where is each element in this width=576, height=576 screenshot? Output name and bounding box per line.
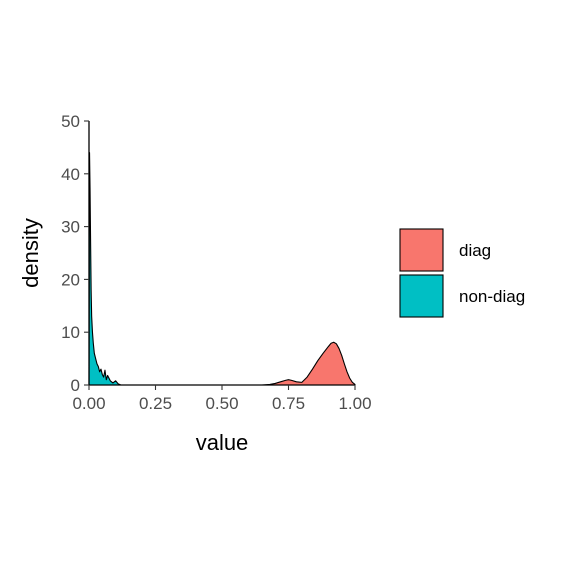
legend-label-diag: diag <box>459 241 491 260</box>
density-area-diag <box>261 341 356 386</box>
legend-key-non-diag <box>399 274 444 318</box>
y-tick-label: 40 <box>61 165 80 184</box>
y-tick-label: 30 <box>61 218 80 237</box>
legend-label-non-diag: non-diag <box>459 287 525 306</box>
x-axis-ticks: 0.00 0.25 0.50 0.75 1.00 <box>72 385 372 413</box>
y-tick-label: 20 <box>61 270 80 289</box>
y-tick-label: 10 <box>61 323 80 342</box>
y-tick-label: 0 <box>71 376 80 395</box>
x-tick-label: 0.00 <box>72 394 105 413</box>
y-tick-label: 50 <box>61 112 80 131</box>
x-axis-title: value <box>196 430 249 455</box>
density-area-non-diag <box>88 152 122 386</box>
legend-key-diag <box>399 228 444 272</box>
x-tick-label: 0.50 <box>205 394 238 413</box>
x-tick-label: 0.25 <box>139 394 172 413</box>
y-axis-title: density <box>18 218 43 288</box>
density-areas <box>88 152 356 386</box>
x-tick-label: 1.00 <box>338 394 371 413</box>
legend: diag non-diag <box>399 228 525 318</box>
axes: 0.00 0.25 0.50 0.75 1.00 0 10 20 30 40 50 <box>61 112 371 413</box>
x-tick-label: 0.75 <box>272 394 305 413</box>
y-axis-ticks: 0 10 20 30 40 50 <box>61 112 89 395</box>
